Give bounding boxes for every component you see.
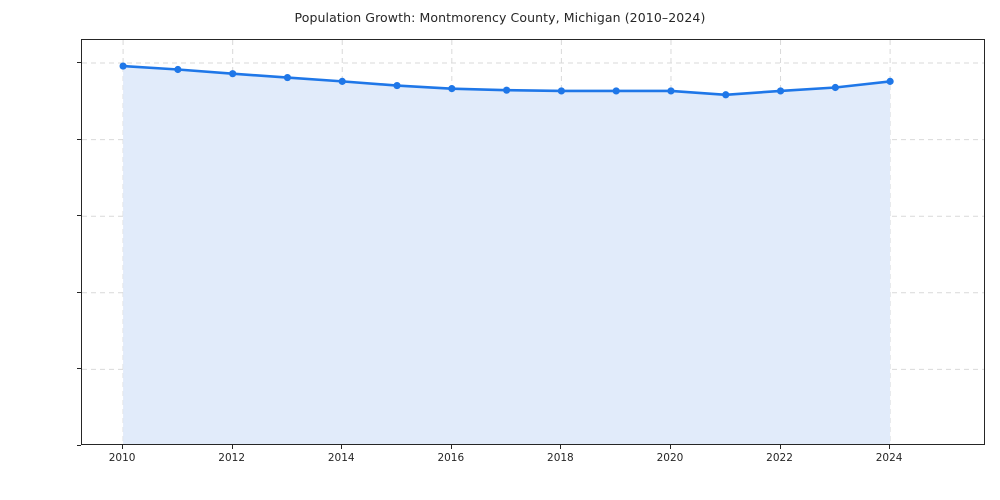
- x-axis-tick-label: 2024: [875, 452, 903, 464]
- data-point-marker: [886, 77, 894, 85]
- plot-area: [81, 39, 985, 445]
- x-axis-tick-mark: [560, 445, 562, 449]
- data-point-marker: [448, 85, 456, 93]
- y-axis-tick-mark: [77, 291, 81, 293]
- y-axis-tick-mark: [77, 368, 81, 370]
- data-point-marker: [776, 87, 785, 95]
- data-point-marker: [283, 73, 292, 82]
- data-point-marker: [612, 87, 620, 95]
- x-axis-tick-label: 2012: [218, 452, 246, 464]
- x-axis-tick-mark: [341, 445, 343, 449]
- y-axis-tick-mark: [77, 138, 81, 140]
- data-point-marker: [393, 81, 401, 90]
- data-point-marker: [557, 87, 565, 95]
- x-axis-tick-label: 2016: [437, 452, 465, 464]
- x-axis-tick-mark: [779, 445, 781, 449]
- x-axis-tick-label: 2014: [327, 452, 355, 464]
- data-point-marker: [722, 91, 730, 99]
- x-axis-tick-mark: [450, 445, 452, 449]
- data-point-markers: [119, 62, 894, 99]
- data-point-marker: [119, 62, 127, 70]
- x-axis-tick-mark: [122, 445, 124, 449]
- data-point-marker: [338, 77, 346, 85]
- y-axis-tick-mark: [77, 215, 81, 217]
- x-axis-tick-mark: [889, 445, 891, 449]
- data-point-marker: [503, 86, 511, 94]
- chart-title: Population Growth: Montmorency County, M…: [294, 10, 706, 25]
- x-axis-tick-mark: [669, 445, 671, 449]
- x-axis-tick-label: 2010: [108, 452, 136, 464]
- y-axis-tick-mark: [77, 61, 81, 63]
- x-axis-tick-label: 2022: [766, 452, 793, 464]
- data-point-marker: [229, 70, 237, 78]
- area-fill-path: [123, 66, 891, 444]
- data-point-marker: [667, 87, 675, 95]
- x-axis-tick-mark: [231, 445, 233, 449]
- x-axis-tick-label: 2018: [547, 452, 574, 464]
- data-point-marker: [831, 83, 839, 92]
- x-axis-tick-label: 2020: [656, 452, 684, 464]
- y-axis-tick-mark: [77, 445, 81, 446]
- data-point-marker: [174, 65, 182, 74]
- series-plot: [82, 40, 984, 444]
